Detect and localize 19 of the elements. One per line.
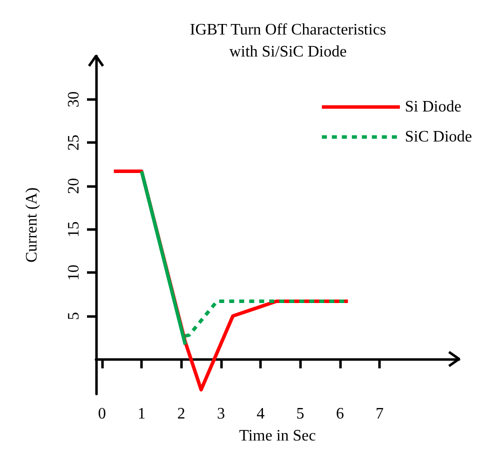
y-tick-label: 5 [66,312,82,320]
y-tick-label: 20 [66,178,82,194]
y-tick-label: 30 [66,91,82,108]
x-tick-label: 1 [138,406,146,422]
chart-title: IGBT Turn Off Characteristics with Si/SiC Diode [190,22,386,60]
y-tick-label: 25 [66,134,82,151]
x-tick-label: 0 [98,406,106,422]
x-tick-label: 7 [376,406,384,422]
y-tick-label: 15 [66,221,82,238]
x-tick-label: 4 [256,406,265,422]
x-tick-label: 2 [177,406,186,422]
x-axis-title: Time in Sec [239,428,316,444]
legend-label: Si Diode [404,98,462,116]
legend-label: SiC Diode [404,128,472,146]
x-tick-label: 6 [336,406,344,422]
x-tick-label: 3 [216,406,225,422]
x-tick-label: 5 [296,406,304,422]
y-tick-label: 10 [66,264,82,281]
y-axis-title: Current (A) [24,187,40,263]
